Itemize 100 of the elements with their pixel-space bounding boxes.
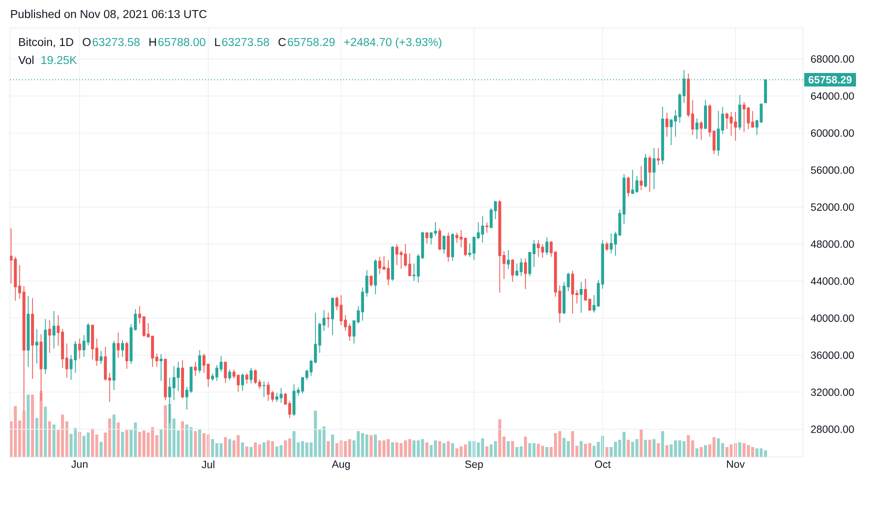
bar	[400, 443, 403, 457]
bar	[31, 394, 34, 457]
candlestick	[374, 259, 377, 295]
candlestick	[451, 233, 454, 262]
bar	[40, 390, 43, 457]
candlestick	[626, 176, 630, 198]
candlestick	[700, 120, 703, 140]
bar	[580, 441, 583, 457]
y-tick-label: 28000.00	[811, 426, 854, 433]
bar	[434, 440, 437, 457]
bar	[91, 428, 94, 457]
annotation: H	[149, 38, 156, 46]
bar	[211, 439, 214, 457]
bar	[378, 440, 382, 457]
bar	[670, 444, 673, 457]
candlestick	[610, 233, 613, 254]
candlestick	[224, 362, 227, 384]
candlestick	[245, 373, 248, 384]
x-tick-label: Oct	[594, 460, 611, 468]
bar	[408, 439, 412, 457]
bar	[326, 441, 330, 457]
bar	[262, 442, 266, 457]
bar	[652, 439, 656, 457]
bar	[374, 434, 377, 457]
bar	[640, 429, 643, 457]
bar	[730, 444, 733, 457]
x-tick-label: Nov	[727, 460, 745, 468]
candlestick	[280, 387, 283, 404]
bar	[468, 441, 472, 457]
bar	[446, 441, 450, 457]
candlestick	[262, 381, 266, 398]
candlestick	[541, 244, 544, 258]
candlestick	[446, 232, 450, 262]
bar	[476, 442, 480, 457]
bar	[305, 442, 308, 457]
bar	[138, 432, 142, 457]
bar	[455, 448, 458, 457]
candlestick	[48, 320, 52, 354]
candlestick	[164, 358, 167, 401]
bar	[592, 446, 596, 457]
bar	[22, 411, 26, 457]
bar	[356, 431, 360, 457]
annotation: 65788.00	[158, 38, 206, 46]
bar	[301, 441, 304, 457]
bar	[121, 432, 124, 457]
bar	[275, 446, 278, 457]
bar	[760, 448, 763, 457]
bar	[331, 434, 334, 457]
candlestick	[605, 242, 608, 252]
candlestick	[661, 106, 664, 164]
candlestick	[455, 232, 458, 244]
bar	[82, 436, 86, 457]
bar	[588, 443, 592, 457]
candlestick	[442, 236, 446, 254]
candlestick	[545, 237, 548, 256]
bar	[712, 437, 716, 457]
annotation: C	[278, 38, 286, 46]
bar	[112, 414, 116, 457]
bar	[391, 442, 394, 457]
x-tick-label: Jun	[71, 460, 88, 468]
bar	[266, 440, 270, 457]
annotation: 19.25K	[41, 56, 77, 64]
bar	[250, 447, 253, 457]
candlestick	[395, 244, 398, 266]
bar	[202, 433, 206, 457]
y-tick-label: 52000.00	[810, 203, 854, 211]
bar	[626, 440, 630, 457]
annotation: O	[82, 38, 91, 46]
candlestick	[250, 367, 253, 384]
candlestick	[704, 100, 707, 130]
bar	[644, 440, 647, 457]
bar	[738, 442, 742, 457]
bar	[190, 427, 193, 457]
bar	[245, 446, 248, 457]
candlestick	[241, 373, 244, 392]
bar	[86, 432, 90, 457]
y-tick-label: 32000.00	[810, 388, 854, 396]
candlestick	[121, 340, 124, 358]
x-tick-label: Jul	[202, 460, 214, 468]
y-tick-label: 68000.00	[811, 55, 854, 63]
bar	[215, 443, 218, 457]
bar	[361, 433, 364, 457]
bar	[442, 443, 446, 457]
bar	[100, 442, 103, 457]
candlestick	[160, 354, 163, 382]
bar	[631, 442, 634, 457]
annotation: 63273.58	[92, 38, 140, 46]
candlestick	[716, 110, 720, 156]
candlestick	[331, 298, 334, 336]
bar	[614, 442, 617, 457]
candlestick	[695, 118, 698, 140]
bar	[678, 440, 682, 457]
bar	[716, 438, 720, 457]
bar	[425, 442, 428, 457]
bar	[571, 431, 574, 457]
annotation: L	[215, 38, 220, 46]
x-tick-label: Aug	[332, 460, 350, 470]
y-tick-label: 56000.00	[810, 166, 854, 174]
bar	[554, 433, 557, 457]
candlestick	[485, 222, 488, 234]
